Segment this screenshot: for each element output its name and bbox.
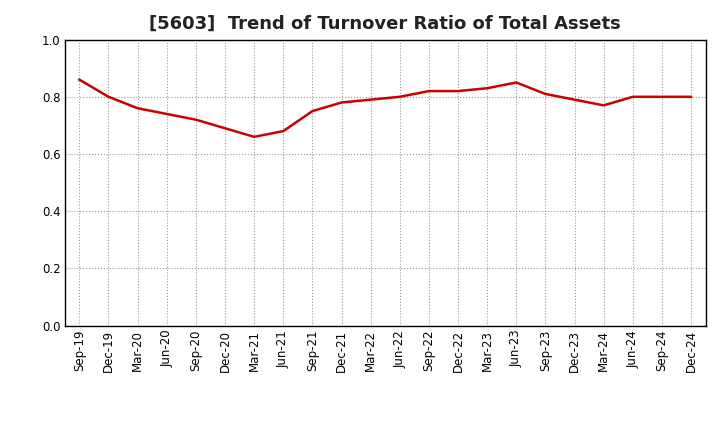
Title: [5603]  Trend of Turnover Ratio of Total Assets: [5603] Trend of Turnover Ratio of Total … (149, 15, 621, 33)
